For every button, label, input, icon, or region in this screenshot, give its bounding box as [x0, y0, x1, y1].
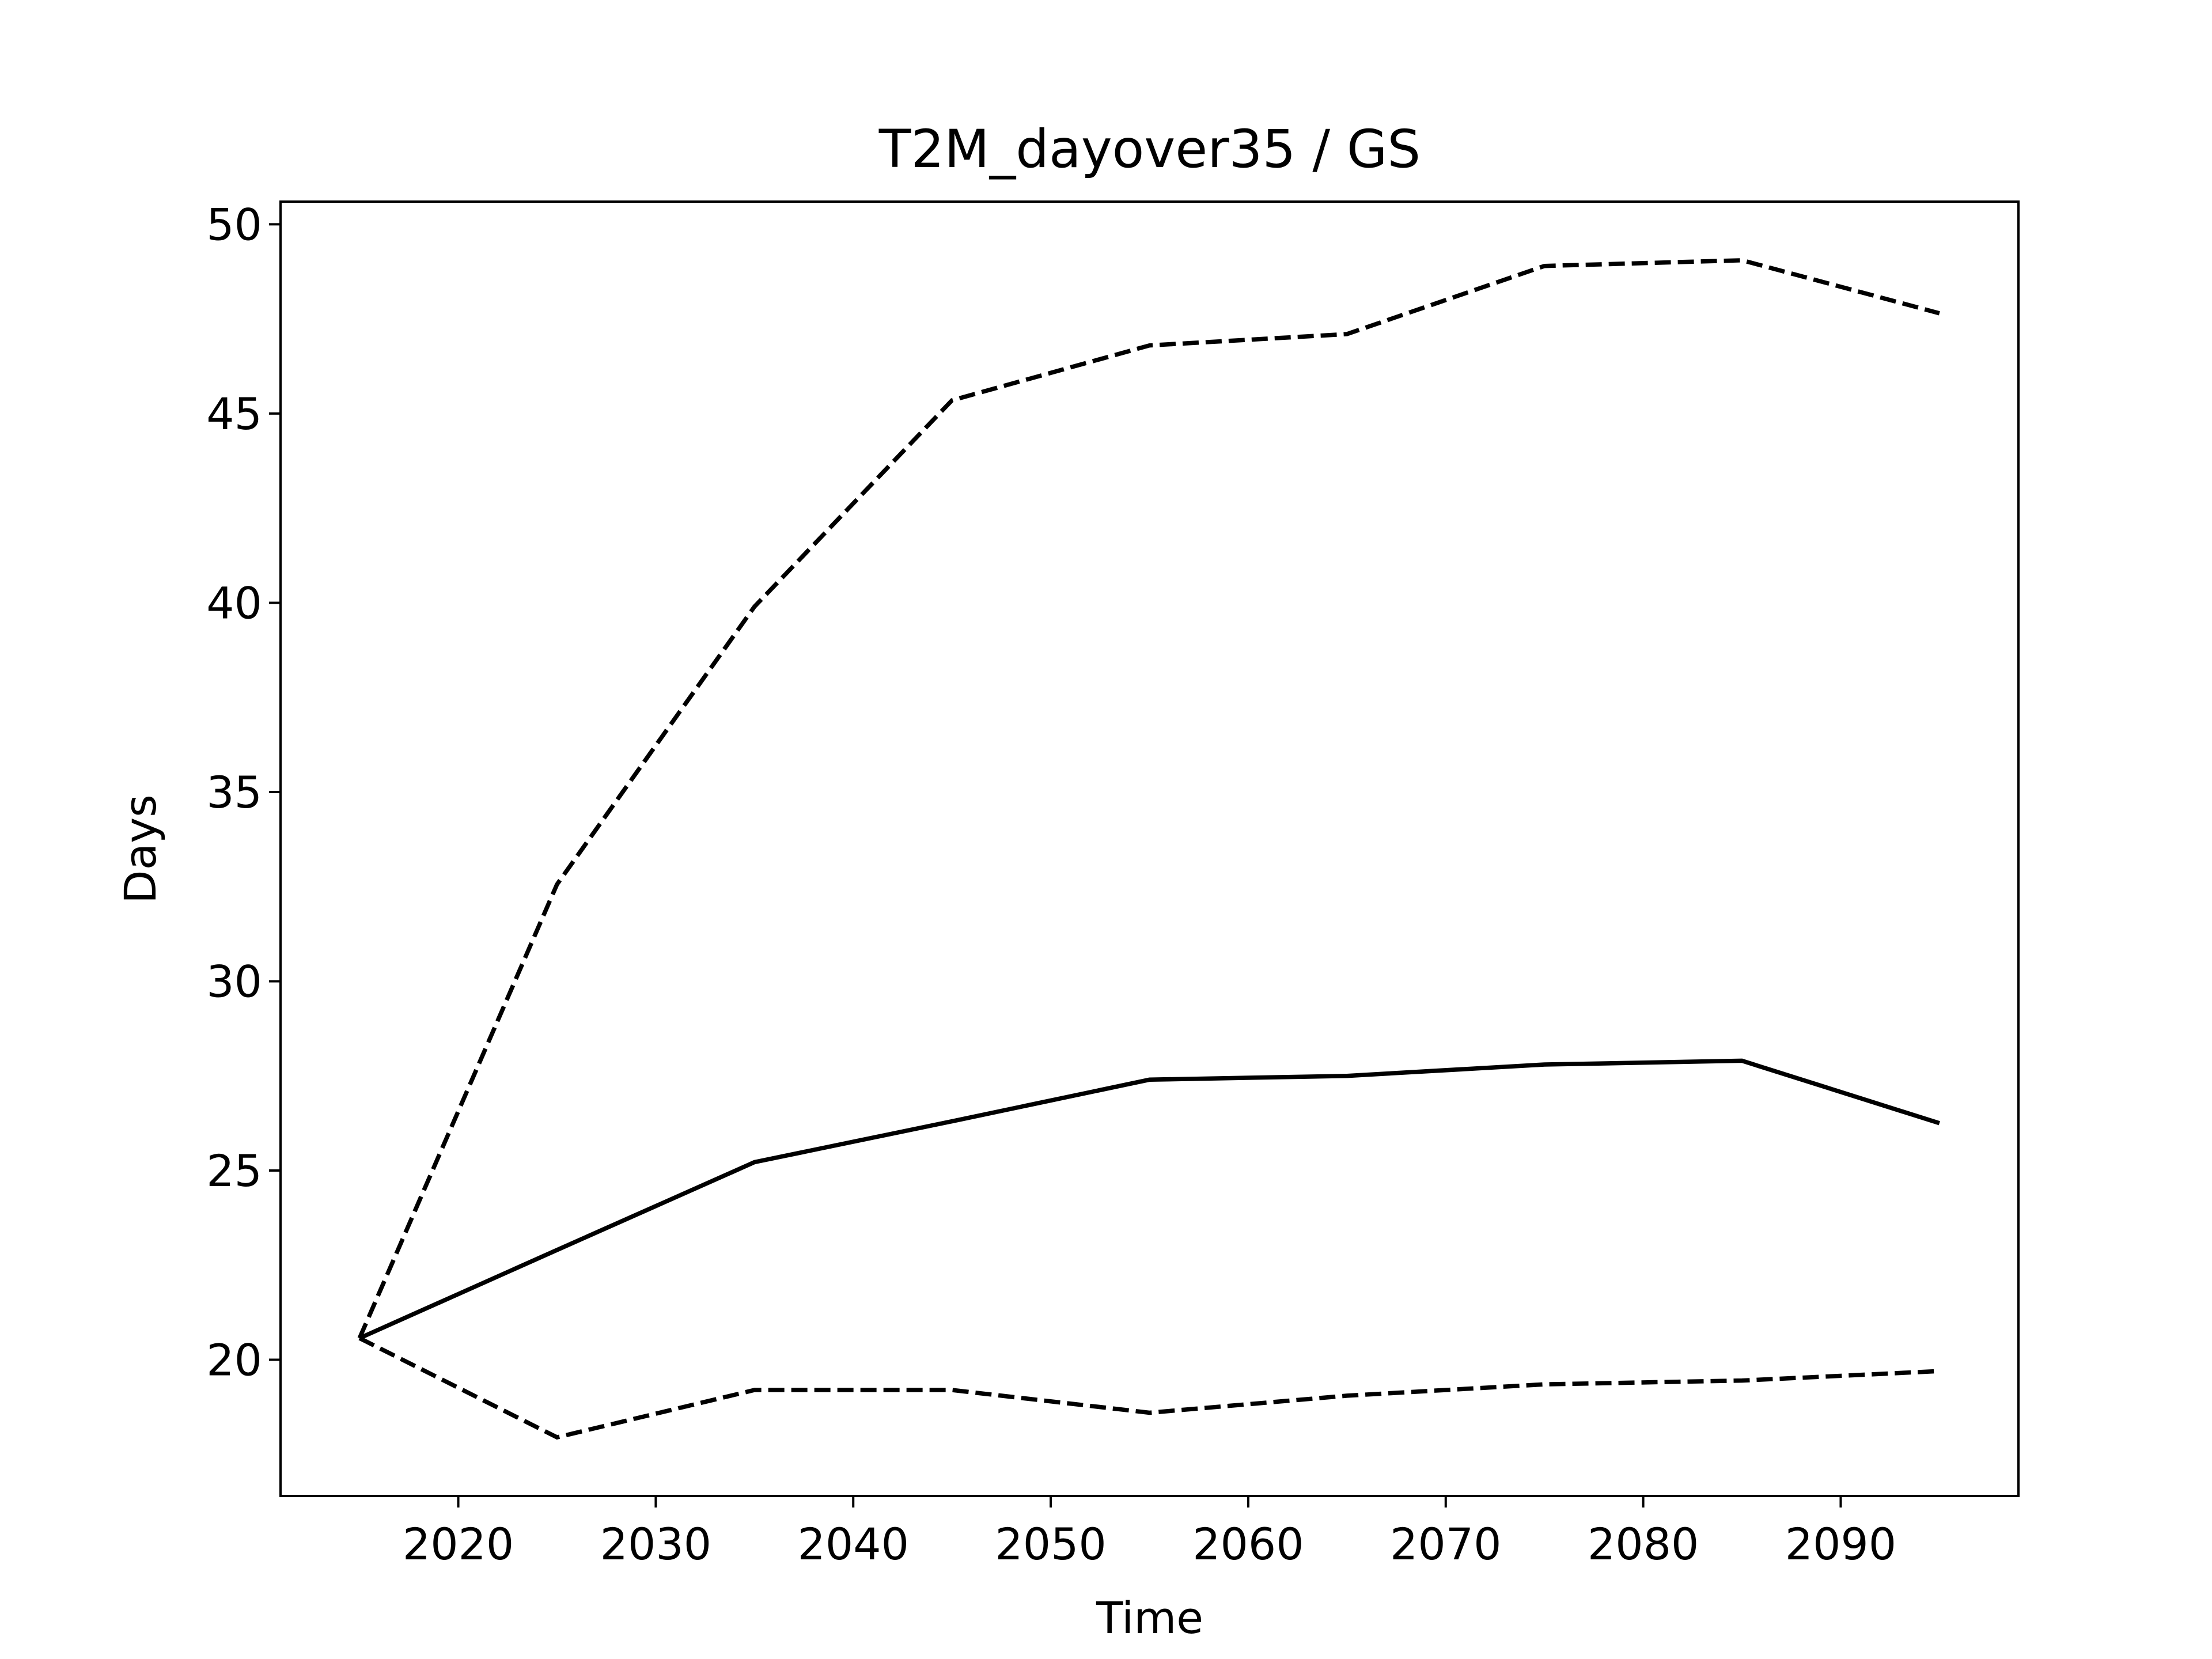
y-tick-label: 25: [206, 1145, 262, 1196]
x-tick-label: 2020: [403, 1518, 514, 1570]
x-tick-label: 2050: [995, 1518, 1106, 1570]
x-tick-label: 2080: [1588, 1518, 1699, 1570]
y-axis-label: Days: [115, 794, 166, 904]
y-tick-label: 20: [206, 1334, 262, 1385]
plot-frame: [279, 200, 2020, 1497]
x-tick-label: 2030: [600, 1518, 711, 1570]
x-axis-label: Time: [1096, 1592, 1203, 1643]
y-tick-label: 45: [206, 388, 262, 440]
series-line: [358, 1336, 1940, 1440]
y-tick-label: 50: [206, 199, 262, 250]
x-tick-label: 2070: [1390, 1518, 1501, 1570]
y-tick-label: 30: [206, 956, 262, 1007]
x-tick-label: 2040: [798, 1518, 909, 1570]
series-line: [357, 258, 1940, 1339]
chart-title: T2M_dayover35 / GS: [878, 119, 1421, 180]
series-line: [358, 1058, 1940, 1340]
x-tick-label: 2090: [1785, 1518, 1896, 1570]
y-tick-label: 35: [206, 767, 262, 818]
y-tick-label: 40: [206, 577, 262, 628]
x-tick-label: 2060: [1192, 1518, 1304, 1570]
